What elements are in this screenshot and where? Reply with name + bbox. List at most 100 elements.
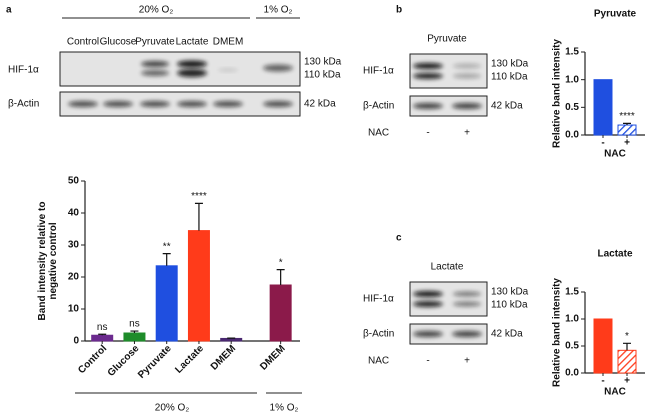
lane-label: Pyruvate — [135, 37, 175, 48]
bar — [269, 284, 292, 342]
group-label: 1% O₂ — [270, 403, 299, 414]
bar — [617, 349, 637, 374]
y-tick-label: 50 — [68, 176, 80, 187]
blot-band — [413, 301, 443, 307]
blot-band — [453, 301, 481, 307]
significance-label: **** — [619, 111, 635, 122]
lane-label: Glucose — [100, 37, 137, 48]
y-tick-label: 20 — [68, 272, 80, 283]
bar — [123, 332, 146, 342]
blot-band — [413, 331, 443, 337]
y-tick-label: 40 — [68, 208, 80, 219]
blot-band — [453, 63, 481, 69]
x-tick-label: - — [601, 376, 604, 387]
panel-label: b — [396, 5, 402, 16]
significance-label: * — [625, 331, 629, 342]
y-tick-label: 0.5 — [565, 341, 579, 352]
y-axis-label: Relative band intensity — [552, 39, 563, 148]
marker-label: 130 kDa — [491, 287, 529, 298]
bar — [91, 334, 114, 342]
significance-label: **** — [191, 191, 207, 202]
bar — [593, 79, 613, 136]
error-bar — [623, 122, 631, 126]
blot-band — [140, 101, 170, 107]
blot-band — [452, 103, 482, 109]
x-tick-label: DMEM — [258, 343, 287, 372]
y-tick-label: 10 — [68, 304, 80, 315]
blot-row-label: β-Actin — [8, 99, 39, 110]
marker-label: 110 kDa — [304, 70, 341, 81]
bar — [593, 318, 613, 374]
significance-label: ** — [163, 241, 171, 252]
group-label: 20% O₂ — [155, 403, 190, 414]
y-tick-label: 30 — [68, 240, 80, 251]
group-label: 20% O₂ — [139, 5, 174, 16]
blot-title: Lactate — [431, 262, 464, 273]
y-tick-label: 0.0 — [565, 368, 579, 379]
error-bar — [130, 330, 139, 333]
error-bar — [276, 269, 285, 285]
chart-title: Lactate — [597, 249, 632, 260]
blot-band — [453, 291, 481, 297]
blot-band — [177, 69, 207, 77]
x-tick-label: DMEM — [209, 343, 238, 372]
marker-label: 42 kDa — [491, 101, 523, 112]
blot-band — [413, 291, 443, 297]
y-axis-label: Relative band intensity — [552, 278, 563, 387]
bar — [187, 230, 210, 342]
marker-label: 110 kDa — [491, 72, 528, 83]
marker-label: 42 kDa — [491, 329, 523, 340]
marker-label: 130 kDa — [304, 57, 342, 68]
blot — [409, 95, 488, 117]
y-tick-label: 1.5 — [565, 287, 579, 298]
blot-band — [141, 61, 169, 67]
panel-label: c — [396, 233, 402, 244]
bar — [617, 124, 637, 136]
blot — [409, 323, 488, 345]
group-label: 1% O₂ — [264, 5, 293, 16]
blot — [59, 51, 301, 87]
treatment-label: NAC — [368, 356, 389, 367]
error-bar — [162, 253, 171, 266]
chart-title: Pyruvate — [594, 9, 637, 20]
x-tick-label: Pyruvate — [136, 343, 174, 381]
x-tick-label: + — [624, 376, 630, 387]
blot-row-label: β-Actin — [363, 329, 394, 340]
y-tick-label: 0.0 — [565, 130, 579, 141]
lane-label: - — [426, 356, 429, 367]
blot-band — [141, 70, 169, 76]
blot — [409, 281, 488, 317]
x-tick-label: + — [624, 138, 630, 149]
blot-band — [177, 60, 207, 68]
error-bar — [98, 333, 107, 336]
error-bar — [623, 342, 631, 351]
panel-label: a — [6, 5, 12, 16]
y-axis-label: Band intensity relative tonegative contr… — [37, 202, 59, 321]
bar — [220, 337, 243, 342]
lane-label: - — [426, 128, 429, 139]
significance-label: ns — [97, 322, 108, 333]
significance-label: ns — [129, 319, 140, 330]
blot-band — [263, 101, 293, 107]
blot-row-label: HIF-1α — [363, 66, 394, 77]
lane-label: Control — [67, 37, 99, 48]
blot-band — [213, 101, 243, 107]
y-tick-label: 1.5 — [565, 47, 579, 58]
x-tick-label: - — [601, 138, 604, 149]
blot-band — [413, 63, 443, 69]
blot-band — [177, 101, 207, 107]
blot-band — [263, 64, 293, 72]
y-tick-label: 0.5 — [565, 102, 579, 113]
blot-row-label: HIF-1α — [363, 294, 394, 305]
x-axis-label: NAC — [604, 387, 626, 398]
blot-band — [413, 103, 443, 109]
blot-row-label: β-Actin — [363, 101, 394, 112]
y-tick-label: 1.0 — [565, 314, 579, 325]
blot-band — [413, 73, 443, 79]
blot-row-label: HIF-1α — [8, 65, 39, 76]
error-bar — [194, 202, 203, 231]
blot-band — [68, 101, 98, 107]
blot — [409, 53, 488, 89]
x-axis-label: NAC — [604, 149, 626, 160]
